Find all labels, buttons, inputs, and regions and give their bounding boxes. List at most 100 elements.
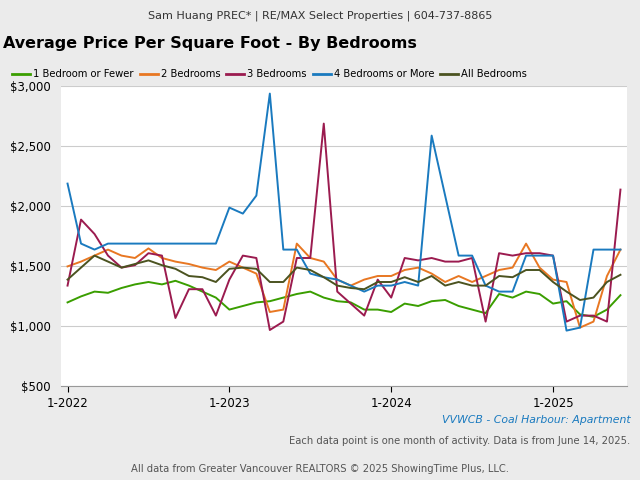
All Bedrooms: [414, 279, 422, 285]
3 Bedrooms: [118, 264, 125, 270]
3 Bedrooms: [442, 259, 449, 264]
All Bedrooms: [468, 283, 476, 288]
4 Bedrooms or More: [549, 252, 557, 258]
4 Bedrooms or More: [414, 283, 422, 288]
1 Bedroom or Fewer: [77, 293, 85, 300]
3 Bedrooms: [414, 257, 422, 263]
4 Bedrooms or More: [118, 240, 125, 247]
4 Bedrooms or More: [64, 180, 72, 186]
1 Bedroom or Fewer: [468, 307, 476, 312]
All Bedrooms: [280, 279, 287, 285]
All Bedrooms: [576, 297, 584, 303]
3 Bedrooms: [198, 286, 206, 292]
Text: Average Price Per Square Foot - By Bedrooms: Average Price Per Square Foot - By Bedro…: [3, 36, 417, 51]
2 Bedrooms: [455, 273, 463, 279]
3 Bedrooms: [131, 262, 139, 268]
3 Bedrooms: [172, 315, 179, 321]
All Bedrooms: [563, 288, 570, 294]
1 Bedroom or Fewer: [536, 291, 543, 297]
All Bedrooms: [145, 257, 152, 263]
4 Bedrooms or More: [185, 240, 193, 247]
2 Bedrooms: [536, 264, 543, 270]
4 Bedrooms or More: [576, 324, 584, 330]
1 Bedroom or Fewer: [563, 298, 570, 304]
All Bedrooms: [172, 266, 179, 272]
4 Bedrooms or More: [104, 240, 112, 247]
1 Bedroom or Fewer: [225, 307, 233, 312]
2 Bedrooms: [198, 264, 206, 270]
1 Bedroom or Fewer: [374, 307, 381, 312]
2 Bedrooms: [158, 255, 166, 261]
1 Bedroom or Fewer: [347, 300, 355, 305]
1 Bedroom or Fewer: [616, 292, 624, 298]
All Bedrooms: [104, 259, 112, 264]
3 Bedrooms: [428, 255, 435, 261]
3 Bedrooms: [347, 300, 355, 306]
All Bedrooms: [549, 279, 557, 285]
4 Bedrooms or More: [522, 252, 530, 258]
Line: All Bedrooms: All Bedrooms: [68, 255, 620, 300]
3 Bedrooms: [549, 252, 557, 258]
3 Bedrooms: [401, 255, 408, 261]
3 Bedrooms: [522, 251, 530, 256]
Text: VVWCB - Coal Harbour: Apartment: VVWCB - Coal Harbour: Apartment: [442, 415, 630, 425]
3 Bedrooms: [616, 187, 624, 192]
2 Bedrooms: [442, 279, 449, 285]
All Bedrooms: [360, 286, 368, 292]
4 Bedrooms or More: [280, 247, 287, 252]
2 Bedrooms: [104, 247, 112, 252]
1 Bedroom or Fewer: [482, 310, 490, 316]
1 Bedroom or Fewer: [158, 281, 166, 287]
4 Bedrooms or More: [536, 252, 543, 258]
1 Bedroom or Fewer: [118, 285, 125, 291]
3 Bedrooms: [333, 288, 341, 294]
1 Bedroom or Fewer: [91, 288, 99, 294]
1 Bedroom or Fewer: [198, 288, 206, 294]
All Bedrooms: [91, 252, 99, 258]
1 Bedroom or Fewer: [212, 295, 220, 300]
All Bedrooms: [536, 267, 543, 273]
All Bedrooms: [522, 267, 530, 273]
1 Bedroom or Fewer: [414, 303, 422, 309]
1 Bedroom or Fewer: [576, 312, 584, 317]
2 Bedrooms: [172, 259, 179, 264]
2 Bedrooms: [360, 276, 368, 282]
2 Bedrooms: [347, 283, 355, 288]
All Bedrooms: [442, 283, 449, 288]
4 Bedrooms or More: [468, 252, 476, 258]
2 Bedrooms: [468, 279, 476, 285]
3 Bedrooms: [91, 231, 99, 237]
3 Bedrooms: [185, 286, 193, 292]
1 Bedroom or Fewer: [360, 307, 368, 312]
All Bedrooms: [603, 279, 611, 285]
2 Bedrooms: [185, 261, 193, 267]
4 Bedrooms or More: [428, 132, 435, 138]
1 Bedroom or Fewer: [145, 279, 152, 285]
Line: 4 Bedrooms or More: 4 Bedrooms or More: [68, 94, 620, 331]
2 Bedrooms: [307, 255, 314, 261]
4 Bedrooms or More: [225, 204, 233, 210]
2 Bedrooms: [225, 259, 233, 264]
All Bedrooms: [509, 274, 516, 280]
1 Bedroom or Fewer: [280, 295, 287, 300]
2 Bedrooms: [64, 264, 72, 269]
3 Bedrooms: [387, 295, 395, 300]
2 Bedrooms: [91, 252, 99, 258]
4 Bedrooms or More: [333, 276, 341, 282]
3 Bedrooms: [104, 252, 112, 258]
All Bedrooms: [589, 295, 597, 300]
All Bedrooms: [131, 261, 139, 267]
4 Bedrooms or More: [145, 240, 152, 247]
2 Bedrooms: [374, 273, 381, 279]
All Bedrooms: [266, 279, 274, 285]
4 Bedrooms or More: [374, 283, 381, 288]
All Bedrooms: [239, 264, 246, 270]
All Bedrooms: [198, 274, 206, 280]
2 Bedrooms: [387, 273, 395, 279]
4 Bedrooms or More: [293, 247, 301, 252]
2 Bedrooms: [145, 245, 152, 252]
2 Bedrooms: [280, 307, 287, 312]
3 Bedrooms: [563, 319, 570, 324]
2 Bedrooms: [482, 273, 490, 279]
1 Bedroom or Fewer: [320, 295, 328, 300]
